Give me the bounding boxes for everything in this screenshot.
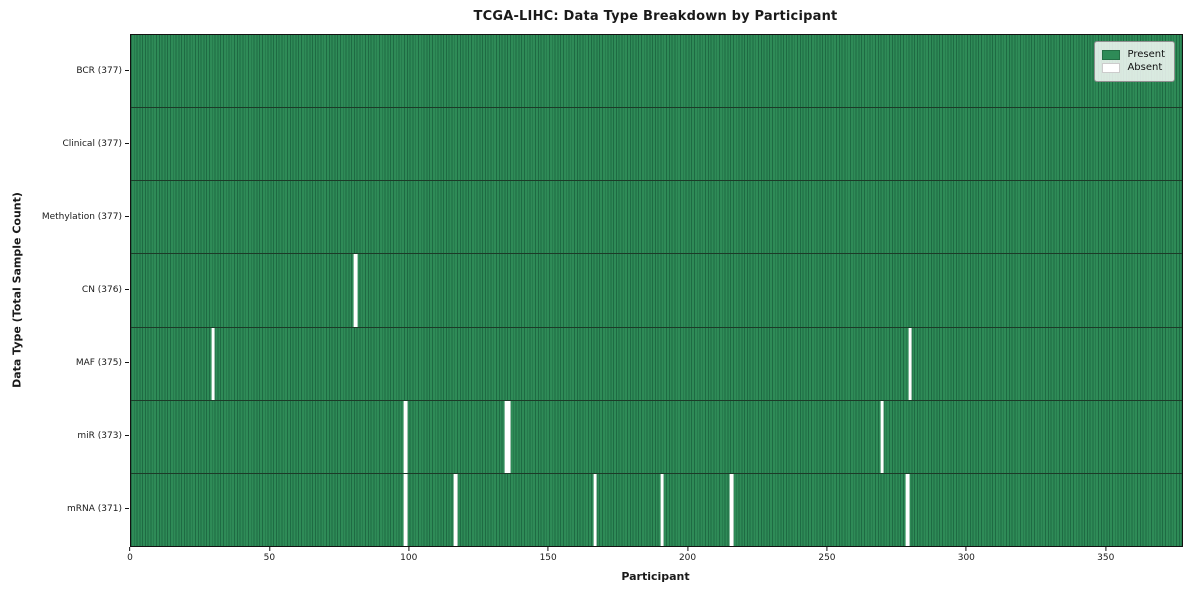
absent-swatch [1102,63,1121,73]
y-axis-ticks: BCR (377) Clinical (377) Methylation (377)… [0,34,129,545]
heatmap-row-miR [131,399,1182,473]
x-tick-label: 0 [127,553,133,563]
y-tick-label: CN (376) [81,284,122,295]
absent-marker [729,473,734,546]
absent-marker [453,473,458,546]
heatmap-row-BCR [131,35,1182,108]
heatmap-row-Methylation [131,180,1182,254]
x-tick-label: 100 [400,553,418,563]
heatmap-plot-area: Present Absent [130,34,1183,547]
x-tick-200: 200 [679,547,696,563]
y-tick-mRNA: mRNA (371) [67,504,129,514]
heatmap-row-MAF [131,326,1182,400]
absent-marker [403,473,408,546]
x-tick-0: 0 [127,547,133,563]
absent-marker [593,473,597,546]
legend: Present Absent [1094,41,1175,82]
absent-marker [908,327,912,400]
absent-marker [506,400,511,473]
legend-label-absent: Absent [1127,62,1163,73]
x-tick-mark [408,547,410,551]
y-tick-mark [125,216,129,217]
x-tick-mark [1105,547,1107,551]
x-tick-mark [268,547,270,551]
absent-marker [660,473,664,546]
y-tick-mark [125,289,129,290]
absent-marker [403,400,408,473]
y-tick-label: Methylation (377) [41,211,122,222]
y-tick-mark [125,362,129,363]
x-tick-mark [965,547,967,551]
y-tick-label: MAF (375) [75,357,122,368]
absent-marker [880,400,885,473]
legend-item-absent: Absent [1102,63,1165,73]
x-tick-mark [687,547,689,551]
x-tick-50: 50 [264,547,275,563]
y-tick-mark [125,143,129,144]
absent-marker [211,327,215,400]
y-tick-Clinical: Clinical (377) [62,139,129,149]
y-tick-label: Clinical (377) [62,138,122,149]
x-tick-label: 350 [1097,553,1115,563]
x-tick-label: 200 [678,553,697,563]
x-tick-label: 50 [263,553,276,563]
present-swatch [1102,50,1121,60]
y-tick-mark [125,435,129,436]
y-tick-label: BCR (377) [76,65,122,76]
legend-label-present: Present [1127,49,1165,60]
chart-title: TCGA-LIHC: Data Type Breakdown by Partic… [473,9,838,24]
y-tick-label: mRNA (371) [67,503,122,514]
x-tick-300: 300 [958,547,975,563]
y-tick-MAF: MAF (375) [76,358,129,368]
x-tick-250: 250 [818,547,836,563]
x-tick-label: 250 [818,553,836,563]
absent-marker [504,400,508,473]
absent-marker [905,473,910,546]
y-tick-label: miR (373) [77,430,122,441]
x-axis-ticks: 0 50 100 150 200 250 300 350 [127,547,1181,573]
y-tick-Methylation: Methylation (377) [42,212,129,222]
heatmap-rows [131,35,1182,546]
x-tick-350: 350 [1097,547,1114,563]
y-tick-mark [125,508,129,509]
absent-marker [353,254,358,327]
y-tick-miR: miR (373) [77,431,129,441]
y-tick-BCR: BCR (377) [76,66,129,76]
heatmap-row-mRNA [131,472,1182,546]
x-axis-label: Participant [621,570,690,583]
x-tick-label: 150 [539,553,557,563]
heatmap-row-Clinical [131,107,1182,181]
x-tick-mark [129,547,131,551]
y-tick-CN: CN (376) [82,285,129,295]
legend-item-present: Present [1102,50,1165,60]
x-tick-mark [826,547,828,551]
x-tick-150: 150 [540,547,557,563]
heatmap-row-CN [131,253,1182,327]
x-tick-label: 300 [957,553,975,563]
x-tick-100: 100 [400,547,417,563]
y-tick-mark [125,70,129,71]
x-tick-mark [547,547,549,551]
